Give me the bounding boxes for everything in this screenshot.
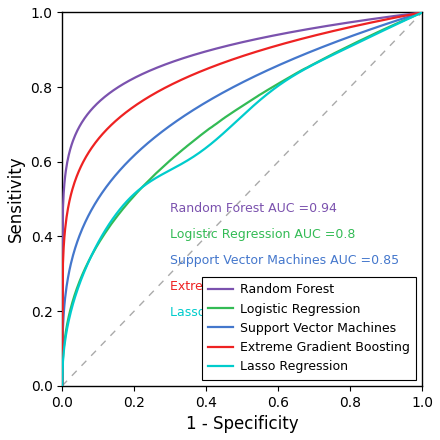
Support Vector Machines bbox=[274, 64, 279, 69]
Support Vector Machines bbox=[419, 10, 425, 15]
Logistic Regression bbox=[254, 94, 260, 99]
Line: Extreme Gradient Boosting: Extreme Gradient Boosting bbox=[62, 12, 422, 386]
Extreme Gradient Boosting bbox=[233, 56, 238, 61]
Support Vector Machines bbox=[59, 383, 65, 389]
Y-axis label: Sensitivity: Sensitivity bbox=[7, 156, 25, 242]
Extreme Gradient Boosting bbox=[254, 49, 260, 54]
Support Vector Machines bbox=[254, 73, 260, 78]
Support Vector Machines bbox=[233, 84, 238, 89]
Text: Extreme Gradient Boosting AUC =0.91: Extreme Gradient Boosting AUC =0.91 bbox=[170, 280, 413, 293]
Line: Logistic Regression: Logistic Regression bbox=[62, 12, 422, 386]
Random Forest bbox=[274, 33, 279, 38]
Logistic Regression bbox=[274, 82, 279, 88]
Text: Support Vector Machines AUC =0.85: Support Vector Machines AUC =0.85 bbox=[170, 254, 399, 267]
Logistic Regression bbox=[355, 39, 360, 44]
X-axis label: 1 - Specificity: 1 - Specificity bbox=[186, 415, 298, 433]
Extreme Gradient Boosting bbox=[274, 43, 279, 48]
Random Forest bbox=[254, 37, 260, 42]
Lasso Regression bbox=[355, 40, 360, 46]
Support Vector Machines bbox=[411, 12, 416, 18]
Logistic Regression bbox=[411, 14, 416, 19]
Random Forest bbox=[355, 18, 360, 24]
Line: Support Vector Machines: Support Vector Machines bbox=[62, 12, 422, 386]
Text: Lasso Regression AUC =0.8: Lasso Regression AUC =0.8 bbox=[170, 307, 343, 319]
Extreme Gradient Boosting bbox=[231, 57, 236, 62]
Support Vector Machines bbox=[355, 31, 360, 37]
Text: Logistic Regression AUC =0.8: Logistic Regression AUC =0.8 bbox=[170, 228, 356, 241]
Random Forest bbox=[411, 11, 416, 16]
Extreme Gradient Boosting bbox=[59, 383, 65, 389]
Random Forest bbox=[419, 10, 425, 15]
Line: Random Forest: Random Forest bbox=[62, 12, 422, 386]
Extreme Gradient Boosting bbox=[355, 23, 360, 28]
Lasso Regression bbox=[411, 14, 416, 19]
Lasso Regression bbox=[231, 122, 236, 127]
Random Forest bbox=[231, 42, 236, 47]
Logistic Regression bbox=[59, 383, 65, 389]
Text: Random Forest AUC =0.94: Random Forest AUC =0.94 bbox=[170, 202, 337, 215]
Legend: Random Forest, Logistic Regression, Support Vector Machines, Extreme Gradient Bo: Random Forest, Logistic Regression, Supp… bbox=[202, 277, 416, 380]
Support Vector Machines bbox=[231, 84, 236, 90]
Extreme Gradient Boosting bbox=[419, 10, 425, 15]
Extreme Gradient Boosting bbox=[411, 11, 416, 17]
Random Forest bbox=[233, 41, 238, 47]
Lasso Regression bbox=[254, 100, 260, 105]
Lasso Regression bbox=[419, 10, 425, 15]
Lasso Regression bbox=[274, 84, 279, 90]
Logistic Regression bbox=[231, 109, 236, 114]
Logistic Regression bbox=[419, 10, 425, 15]
Lasso Regression bbox=[233, 120, 238, 125]
Logistic Regression bbox=[233, 108, 238, 113]
Random Forest bbox=[59, 383, 65, 389]
Line: Lasso Regression: Lasso Regression bbox=[62, 12, 422, 386]
Lasso Regression bbox=[59, 383, 65, 389]
